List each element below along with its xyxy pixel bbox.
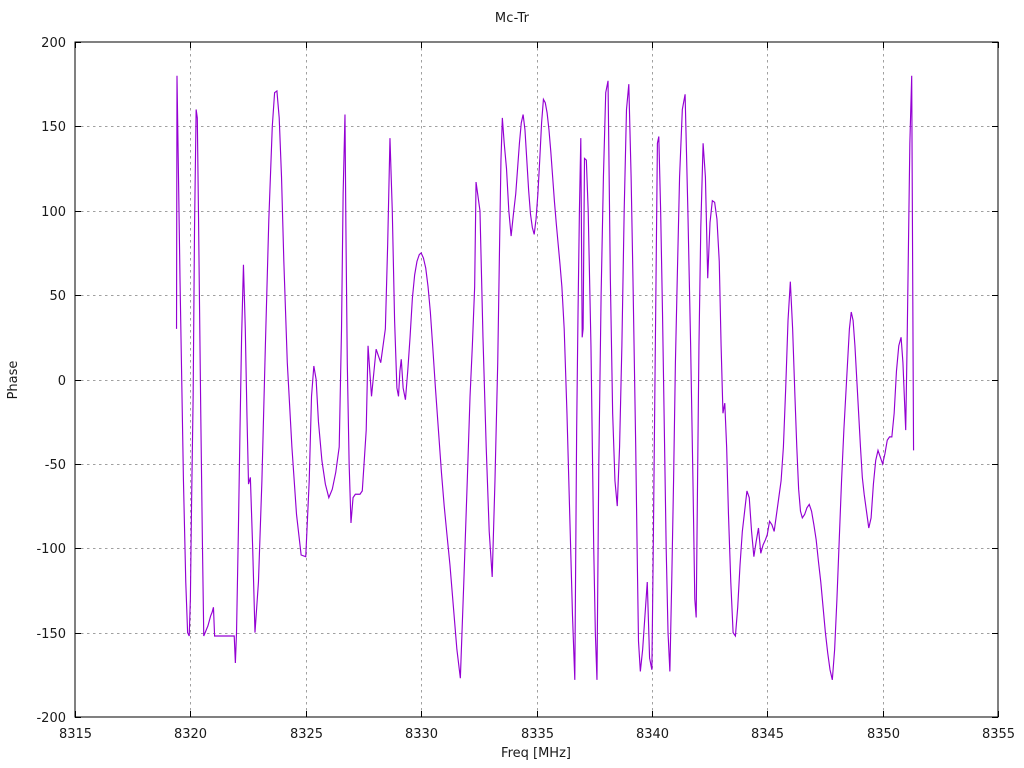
y-axis-title: Phase (6, 361, 21, 400)
y-tick-label: 0 (58, 374, 66, 389)
x-tick-label: 8325 (290, 727, 323, 742)
y-tick-label: -150 (36, 627, 66, 642)
x-tick-label: 8340 (636, 727, 669, 742)
y-tick-label: -200 (36, 711, 66, 726)
y-tick-label: 50 (49, 289, 66, 304)
x-tick-label: 8320 (174, 727, 207, 742)
phase-data-line (175, 75, 915, 681)
y-tick-label: 200 (41, 36, 66, 51)
x-tick-label: 8345 (751, 727, 784, 742)
x-tick-label: 8315 (59, 727, 92, 742)
chart-title: Mc-Tr (494, 11, 530, 26)
x-tick-label: 8350 (867, 727, 900, 742)
gridlines (75, 42, 998, 717)
x-tick-label: 8335 (521, 727, 554, 742)
y-tick-label: -50 (45, 458, 66, 473)
plot-frame (74, 41, 999, 718)
x-axis-title: Freq [MHz] (501, 746, 571, 761)
x-tick-label: 8330 (405, 727, 438, 742)
y-axis-tick-labels: -200 -150 -100 -50 0 50 100 150 200 (36, 36, 66, 726)
y-tick-label: 100 (41, 205, 66, 220)
x-axis-tick-labels: 8315 8320 8325 8330 8335 8340 8345 8350 8355 (59, 727, 1015, 742)
y-tick-label: 150 (41, 120, 66, 135)
x-tick-label: 8355 (982, 727, 1015, 742)
y-tick-label: -100 (36, 542, 66, 557)
